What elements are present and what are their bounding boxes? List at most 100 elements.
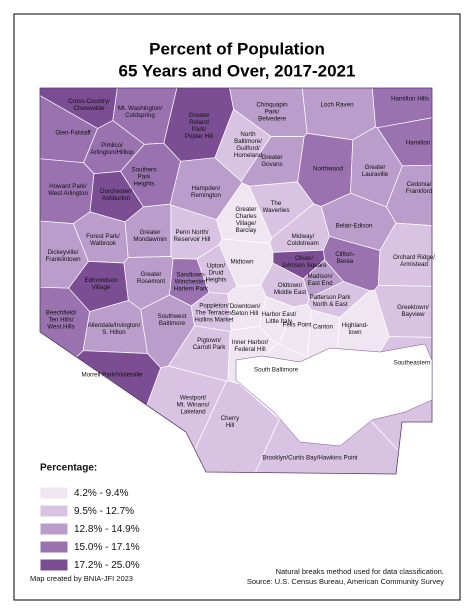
neighborhood-label: Beechfield/ <box>46 310 77 317</box>
neighborhood-label: Poppleton/ <box>199 303 229 310</box>
neighborhood-label: Coldspring <box>125 112 155 119</box>
legend-label: 17.2% - 25.0% <box>74 560 140 571</box>
neighborhood-label: Clifton- <box>335 251 355 258</box>
neighborhood-label: Harlem Park <box>174 286 209 293</box>
neighborhood-label: Carroll Park <box>193 344 227 351</box>
neighborhood-label: Homeland <box>234 152 263 159</box>
neighborhood-area <box>301 88 376 141</box>
neighborhood-label: Seton Hill <box>232 310 258 317</box>
neighborhood-label: Sandtown- <box>176 272 206 279</box>
neighborhood-label: Allendale/Irvington/ <box>88 322 141 329</box>
neighborhood-label: Northwood <box>313 166 343 173</box>
neighborhood-label: Barclay <box>236 227 258 234</box>
neighborhood-label: Ten Hills/ <box>48 317 73 324</box>
neighborhood-label: Heights <box>206 277 227 284</box>
neighborhood-label: Loch Raven <box>320 102 354 109</box>
neighborhood-label: Baltimore <box>159 320 186 327</box>
neighborhood-label: Cross-Country/ <box>68 98 110 105</box>
neighborhood-label: Roland <box>189 119 209 126</box>
harbor-water <box>235 343 433 447</box>
city-outline <box>39 87 433 475</box>
neighborhood-label: Baltimore/ <box>234 138 262 145</box>
legend-label: 12.8% - 14.9% <box>74 524 140 535</box>
neighborhood-label: Heights <box>134 181 155 188</box>
neighborhood-label: Frankford <box>406 188 433 195</box>
neighborhood-label: Glen-Falstaff <box>55 130 91 137</box>
neighborhood-label: Coldstream <box>287 240 319 247</box>
neighborhood-label: The Terraces/ <box>195 310 233 317</box>
neighborhood-label: Winchester/ <box>175 279 208 286</box>
neighborhood-label: Lauraville <box>362 171 389 178</box>
neighborhood-label: Greater <box>140 229 161 236</box>
legend-label: 4.2% - 9.4% <box>74 488 129 499</box>
neighborhood-label: town <box>348 329 362 336</box>
neighborhood-label: Johnson Square <box>281 262 327 269</box>
neighborhood-label: Dickeyville/ <box>48 249 79 256</box>
neighborhood-label: Midway/ <box>292 233 315 240</box>
neighborhood-label: East End <box>307 280 333 287</box>
neighborhood-area <box>371 88 432 129</box>
neighborhood-label: Southern <box>131 167 157 174</box>
neighborhood-label: Madison/ <box>307 273 332 280</box>
neighborhood-label: Little Italy <box>266 318 293 325</box>
legend-swatch <box>39 522 69 536</box>
neighborhood-label: Village <box>92 284 111 291</box>
note: Source: U.S. Census Bureau, American Com… <box>247 577 444 586</box>
neighborhood-labels: Cross-Country/Cheswolde Mt. Washington/Co… <box>45 96 435 462</box>
neighborhood-label: Penn North/ <box>175 229 208 236</box>
neighborhood-label: Midtown <box>230 259 254 266</box>
neighborhood-label: Brooklyn/Curtis Bay/Hawkins Point <box>262 455 358 462</box>
neighborhood-label: Hollins Market <box>194 317 233 324</box>
neighborhood-label: Oliver/ <box>295 255 313 262</box>
neighborhood-label: West Arlington <box>48 190 88 197</box>
neighborhood-label: Greater <box>141 271 162 278</box>
neighborhood-label: Morrell Park/Violetville <box>81 372 143 379</box>
neighborhood-label: Cedonia/ <box>407 181 432 188</box>
neighborhood-label: Rosemont <box>137 278 165 285</box>
neighborhood-label: Greater <box>365 164 386 171</box>
neighborhood-label: Guilford/ <box>236 145 260 152</box>
frame <box>13 13 461 601</box>
title-line: Percent of Population <box>149 39 325 58</box>
neighborhood-label: Hamilton Hills <box>391 96 429 103</box>
neighborhood-label: North <box>240 131 256 138</box>
neighborhood-label: Park/ <box>192 126 207 133</box>
legend-swatch <box>39 486 69 500</box>
neighborhood-label: S. Hilton <box>102 329 126 336</box>
neighborhood-area <box>378 222 432 287</box>
neighborhood-label: Hampden/ <box>192 185 221 192</box>
legend-swatch <box>39 558 69 572</box>
neighborhood-label: Belair-Edison <box>336 223 373 230</box>
neighborhood-label: Patterson Park <box>310 294 352 301</box>
neighborhood-label: Hamilton <box>406 140 431 147</box>
legend-swatch <box>39 540 69 554</box>
neighborhood-label: Armistead <box>400 261 428 268</box>
neighborhood-label: Walbrook <box>90 240 117 247</box>
neighborhood-label: Mt. Washington/ <box>118 105 163 112</box>
legend-label: 15.0% - 17.1% <box>74 542 140 553</box>
neighborhood-label: Lakeland <box>180 409 206 416</box>
neighborhood-label: Greater <box>189 112 210 119</box>
neighborhood-label: Dorchester/ <box>100 188 132 195</box>
neighborhood-label: Waverlies <box>263 207 290 214</box>
neighborhood-label: Fells Point <box>283 322 312 329</box>
neighborhood-label: Middle East <box>274 289 307 296</box>
neighborhood-label: Park/ <box>265 109 280 116</box>
credit: Map created by BNIA-JFI 2023 <box>30 574 133 583</box>
neighborhood-label: Edmondson <box>84 277 118 284</box>
neighborhood-label: Arlington/Hilltop <box>90 149 134 156</box>
neighborhood-label: Westport/ <box>180 395 207 402</box>
neighborhood-label: Poplar Hill <box>185 133 213 140</box>
title-line: 65 Years and Over, 2017-2021 <box>119 61 356 80</box>
neighborhood-label: Greektown/ <box>397 304 429 311</box>
neighborhood-label: Remington <box>191 192 221 199</box>
neighborhood-label: Charles <box>235 213 256 220</box>
neighborhood-label: Reservoir Hill <box>174 236 211 243</box>
neighborhood-label: Greater <box>262 154 283 161</box>
neighborhood-label: Pigtown/ <box>197 337 221 344</box>
neighborhood-label: Oldtown/ <box>278 282 303 289</box>
neighborhood-label: The <box>271 200 282 207</box>
neighborhood-label: Downtown/ <box>230 303 261 310</box>
neighborhood-label: Village/ <box>236 220 256 227</box>
